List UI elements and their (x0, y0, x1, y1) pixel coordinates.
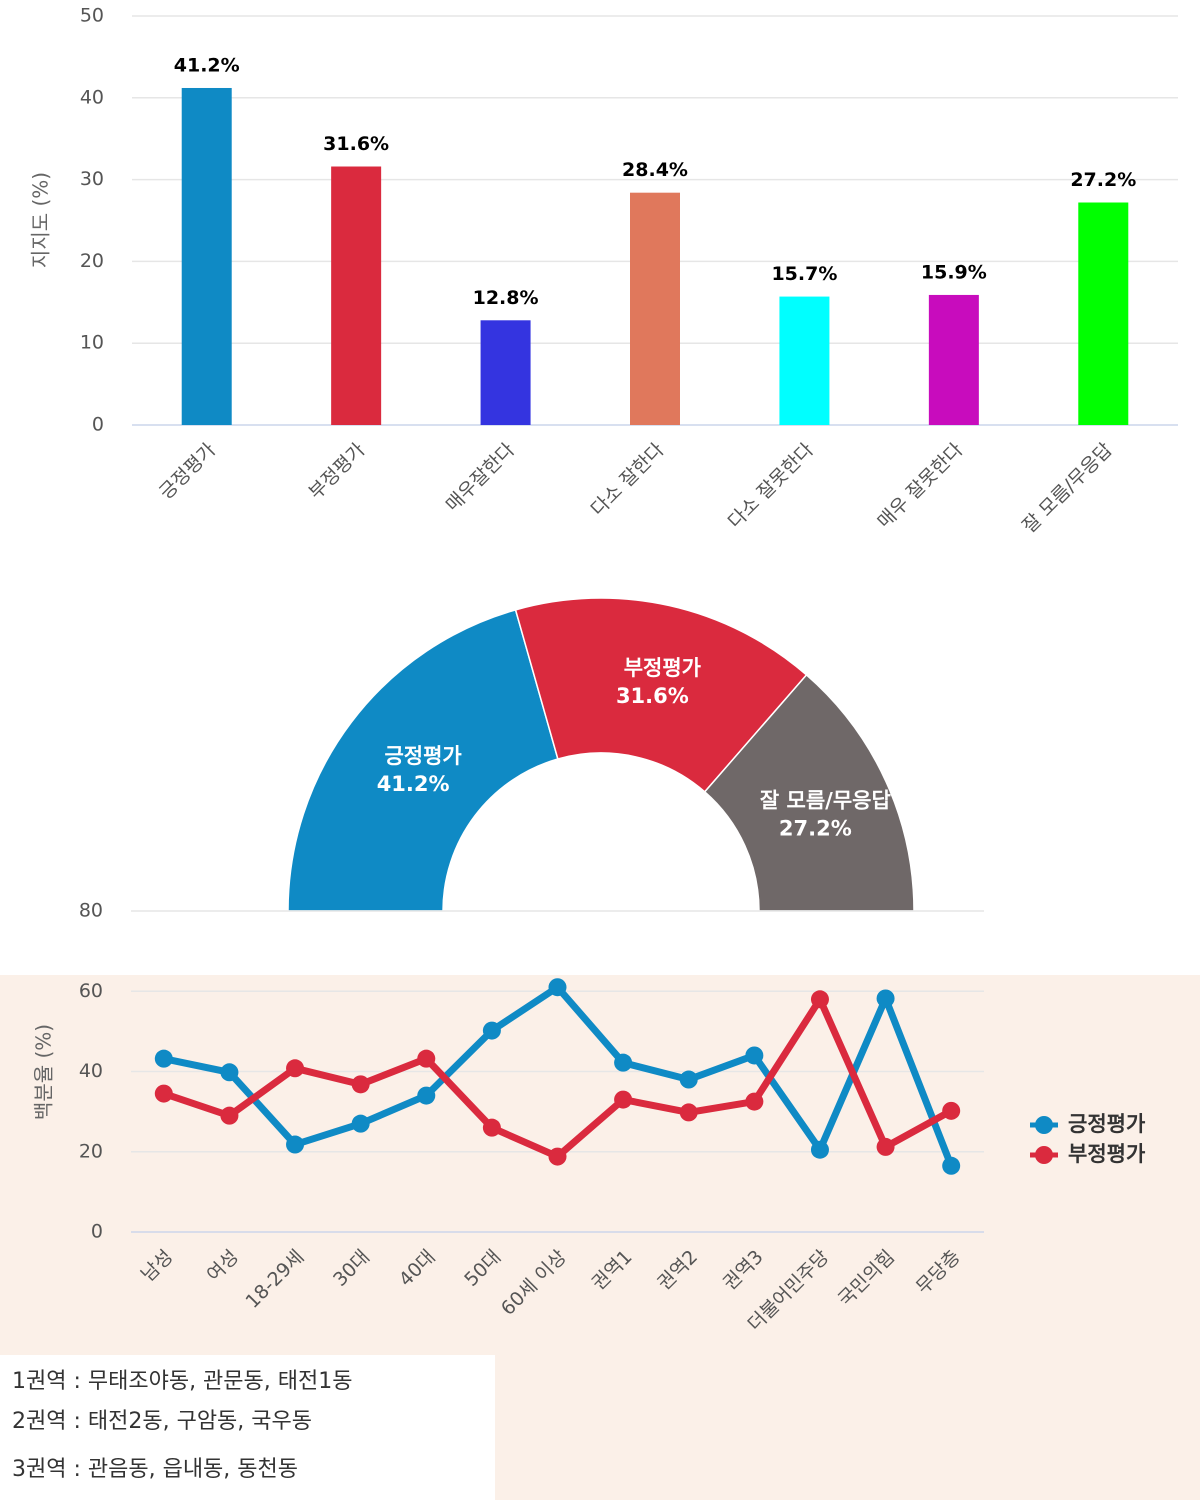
x-tick-label: 긍정평가 (155, 439, 220, 504)
y-tick-label: 20 (80, 250, 104, 272)
marker (351, 1114, 370, 1133)
data-label: 27.2% (1070, 169, 1136, 191)
legend-marker (1035, 1146, 1053, 1164)
y-axis-label: 지지도 (%) (29, 172, 53, 268)
data-label: 41.2% (174, 54, 240, 76)
y-tick-label: 30 (80, 168, 104, 190)
x-tick-label: 잘 모름/무응답 (1018, 439, 1117, 538)
marker (614, 1090, 633, 1109)
data-label: 28.4% (622, 159, 688, 181)
slice-value: 31.6% (616, 684, 689, 708)
marker (286, 1135, 305, 1154)
pie-slice (287, 608, 559, 912)
y-axis-label: 백분율 (%) (32, 1024, 56, 1120)
marker (482, 1021, 501, 1040)
y-tick-label: 60 (79, 980, 103, 1002)
slice-value: 41.2% (377, 772, 450, 796)
marker (351, 1075, 370, 1094)
note: 3권역 : 관음동, 읍내동, 동천동 (12, 1457, 298, 1482)
x-tick-label: 다소 잘못한다 (724, 439, 818, 533)
note-box (0, 1355, 495, 1500)
marker (810, 990, 829, 1009)
pie-slice (514, 597, 808, 793)
marker (220, 1106, 239, 1125)
slice-label: 부정평가 (624, 656, 702, 680)
legend-marker (1035, 1116, 1053, 1134)
marker (548, 1147, 567, 1166)
slice-value: 27.2% (779, 816, 852, 840)
note: 2권역 : 태전2동, 구암동, 국우동 (12, 1409, 312, 1434)
marker (614, 1053, 633, 1072)
data-label: 15.9% (921, 261, 987, 283)
y-tick-label: 0 (91, 1221, 103, 1243)
y-tick-label: 0 (92, 414, 104, 436)
y-tick-label: 40 (80, 86, 104, 108)
marker (154, 1084, 173, 1103)
bar (331, 166, 382, 425)
marker (745, 1046, 764, 1065)
marker (286, 1059, 305, 1078)
y-tick-label: 80 (79, 900, 103, 922)
marker (876, 1137, 895, 1156)
bar (928, 294, 979, 425)
marker (482, 1118, 501, 1137)
slice-label: 긍정평가 (384, 744, 462, 768)
data-label: 31.6% (323, 133, 389, 155)
marker (942, 1101, 961, 1120)
y-tick-label: 40 (79, 1060, 103, 1082)
marker (745, 1092, 764, 1111)
marker (876, 989, 895, 1008)
bar (181, 87, 232, 425)
x-tick-label: 매우잘한다 (442, 439, 519, 516)
marker (679, 1103, 698, 1122)
legend-label: 긍정평가 (1068, 1112, 1146, 1136)
marker (220, 1063, 239, 1082)
bar (779, 296, 830, 425)
x-tick-label: 매우 잘못한다 (873, 439, 967, 533)
data-label: 15.7% (771, 263, 837, 285)
marker (417, 1086, 436, 1105)
bar (480, 320, 531, 425)
marker (154, 1049, 173, 1068)
y-tick-label: 50 (80, 5, 104, 27)
x-tick-label: 다소 잘한다 (587, 439, 669, 521)
data-label: 12.8% (473, 287, 539, 309)
pie-slice (703, 673, 915, 912)
marker (810, 1140, 829, 1159)
marker (417, 1049, 436, 1068)
note: 1권역 : 무태조야동, 관문동, 태전1동 (12, 1369, 353, 1394)
legend-label: 부정평가 (1068, 1142, 1146, 1166)
marker (942, 1156, 961, 1175)
bar (1078, 202, 1129, 425)
x-tick-label: 부정평가 (305, 439, 370, 504)
y-tick-label: 10 (80, 332, 104, 354)
bar (630, 192, 680, 425)
y-tick-label: 20 (79, 1140, 103, 1162)
marker (679, 1070, 698, 1089)
slice-label: 잘 모름/무응답 (760, 788, 891, 812)
marker (548, 978, 567, 997)
